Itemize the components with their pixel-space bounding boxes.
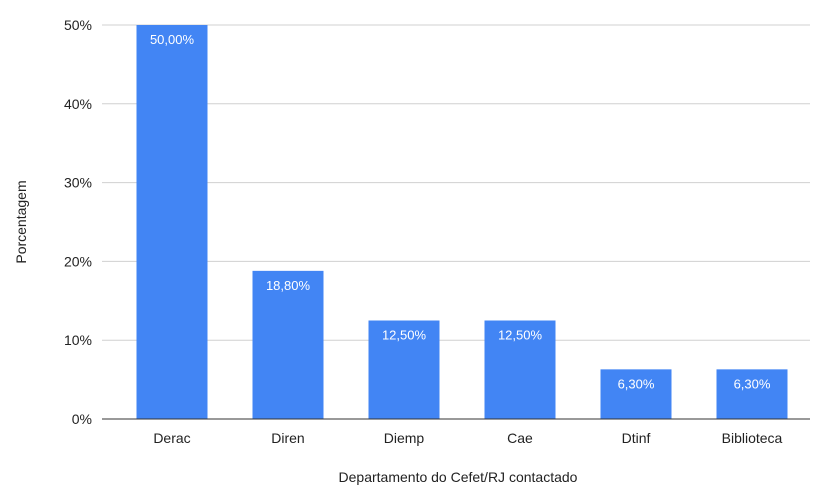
y-tick-label: 20%: [64, 253, 92, 269]
data-label: 18,80%: [266, 278, 311, 293]
data-label: 12,50%: [498, 328, 543, 343]
x-category-label: Cae: [507, 430, 533, 446]
y-tick-label: 10%: [64, 332, 92, 348]
bar: [368, 320, 440, 419]
x-category-label: Derac: [153, 430, 190, 446]
y-axis-ticks: 0% 10% 20% 30% 40% 50%: [64, 17, 92, 427]
x-category-label: Diren: [271, 430, 304, 446]
bar: [716, 369, 788, 419]
data-label: 50,00%: [150, 32, 195, 47]
bar: [252, 270, 324, 419]
bar: [600, 369, 672, 419]
data-label: 6,30%: [734, 376, 771, 391]
y-tick-label: 50%: [64, 17, 92, 33]
x-category-label: Dtinf: [622, 430, 651, 446]
y-tick-label: 0%: [72, 411, 92, 427]
data-labels: 50,00% 18,80% 12,50% 12,50% 6,30% 6,30%: [150, 32, 771, 391]
x-category-label: Biblioteca: [722, 430, 783, 446]
gridlines: [102, 24, 810, 341]
y-axis-title: Porcentagem: [13, 180, 29, 263]
y-tick-label: 30%: [64, 175, 92, 191]
x-axis-categories: Derac Diren Diemp Cae Dtinf Biblioteca: [153, 430, 782, 446]
x-axis-title: Departamento do Cefet/RJ contactado: [339, 469, 578, 485]
data-label: 12,50%: [382, 328, 427, 343]
x-category-label: Diemp: [384, 430, 425, 446]
bar: [136, 25, 208, 419]
y-tick-label: 40%: [64, 96, 92, 112]
data-label: 6,30%: [618, 376, 655, 391]
bars: [136, 25, 788, 419]
bar: [484, 320, 556, 419]
